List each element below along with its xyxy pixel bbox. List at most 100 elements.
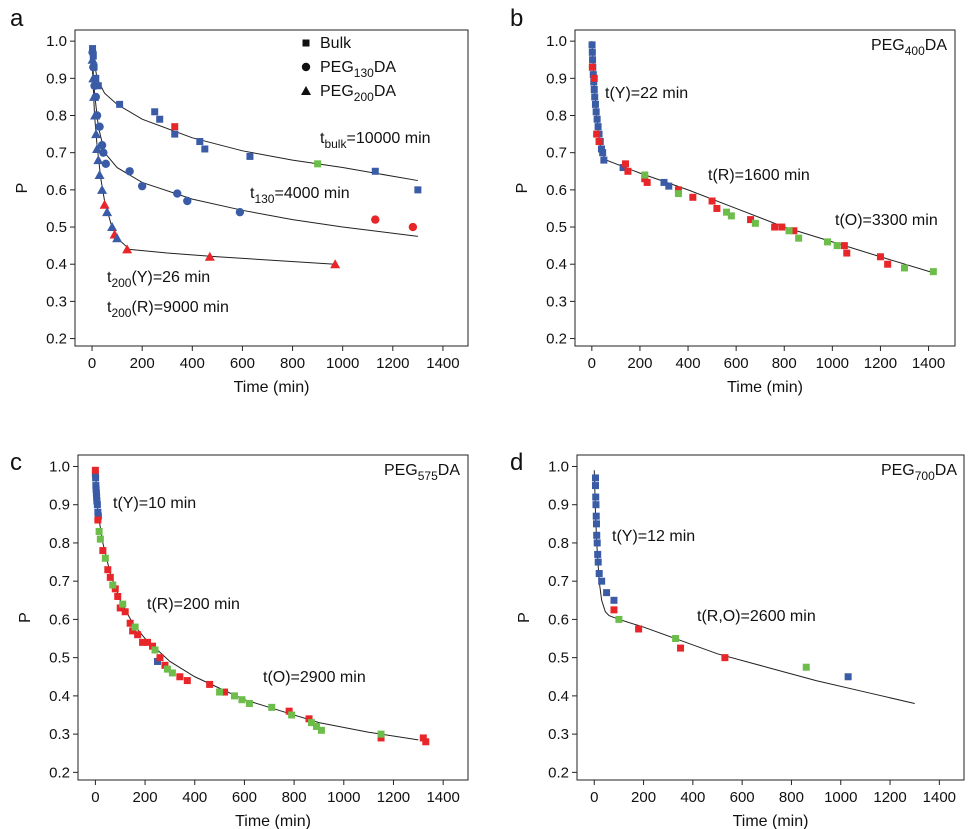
data-point bbox=[594, 550, 602, 558]
text-part: PEG bbox=[320, 83, 354, 100]
data-point bbox=[727, 212, 735, 220]
y-tick-label: 0.6 bbox=[546, 182, 567, 199]
y-tick-label: 0.7 bbox=[46, 145, 67, 162]
data-point bbox=[593, 115, 601, 123]
x-tick-label: 0 bbox=[588, 355, 596, 372]
text-part: t bbox=[107, 269, 112, 286]
annotation: t130=4000 min bbox=[250, 185, 350, 206]
y-axis-label: P bbox=[514, 183, 531, 194]
data-point bbox=[116, 100, 124, 108]
panel-label: c bbox=[10, 449, 22, 476]
y-tick-label: 0.2 bbox=[46, 331, 67, 348]
data-point bbox=[371, 167, 379, 175]
data-point bbox=[131, 623, 139, 631]
data-point bbox=[112, 233, 123, 243]
data-point bbox=[156, 115, 164, 123]
data-point bbox=[408, 222, 418, 232]
x-tick-label: 0 bbox=[91, 789, 99, 806]
data-point bbox=[88, 73, 99, 83]
legend-marker bbox=[301, 86, 311, 95]
annotation: t(Y)=10 min bbox=[113, 495, 196, 512]
text-part: t(R)=200 min bbox=[147, 596, 240, 613]
x-tick-label: 1400 bbox=[912, 355, 945, 372]
y-tick-label: 0.8 bbox=[46, 108, 67, 125]
data-point bbox=[876, 253, 884, 261]
data-point bbox=[238, 696, 246, 704]
text-part: t(Y)=10 min bbox=[113, 495, 196, 512]
x-axis-label: Time (min) bbox=[733, 813, 809, 829]
text-part: DA bbox=[374, 59, 397, 76]
y-tick-label: 0.8 bbox=[49, 535, 70, 552]
data-point bbox=[97, 141, 107, 150]
text-part: t bbox=[320, 130, 325, 147]
y-tick-label: 0.7 bbox=[548, 573, 569, 590]
x-tick-label: 1200 bbox=[873, 789, 906, 806]
x-tick-label: 1000 bbox=[816, 355, 849, 372]
data-point bbox=[134, 631, 142, 639]
data-point bbox=[592, 493, 600, 501]
data-point bbox=[590, 78, 598, 86]
data-point bbox=[204, 251, 215, 261]
data-point bbox=[101, 159, 111, 169]
data-point bbox=[674, 186, 682, 194]
data-point bbox=[97, 184, 108, 194]
x-tick-label: 1400 bbox=[426, 355, 459, 372]
data-point bbox=[592, 108, 600, 116]
y-tick-label: 0.8 bbox=[546, 108, 567, 125]
data-point bbox=[317, 726, 325, 734]
data-point bbox=[153, 657, 161, 665]
y-tick-label: 0.4 bbox=[546, 256, 567, 273]
y-tick-label: 1.0 bbox=[49, 458, 70, 475]
data-point bbox=[137, 181, 147, 191]
text-part: DA bbox=[935, 462, 958, 479]
data-point bbox=[595, 570, 603, 578]
fit-curve bbox=[591, 41, 936, 274]
data-point bbox=[121, 608, 129, 616]
y-axis-label: P bbox=[17, 612, 34, 623]
data-point bbox=[90, 81, 99, 90]
data-point bbox=[95, 527, 103, 535]
data-point bbox=[288, 711, 296, 719]
annotation: t(R)=200 min bbox=[147, 596, 240, 613]
data-point bbox=[221, 688, 229, 696]
data-point bbox=[101, 554, 109, 562]
text-part: Bulk bbox=[320, 35, 352, 52]
data-point bbox=[785, 227, 793, 235]
text-part: 130 bbox=[254, 192, 274, 206]
data-point bbox=[99, 199, 110, 209]
legend-entry: PEG130DA bbox=[320, 59, 396, 80]
data-point bbox=[95, 122, 104, 131]
plot-frame bbox=[574, 29, 956, 347]
data-point bbox=[201, 145, 209, 153]
plot-frame bbox=[77, 454, 469, 781]
data-point bbox=[929, 268, 937, 276]
data-point bbox=[104, 566, 112, 574]
y-tick-label: 0.5 bbox=[49, 650, 70, 667]
data-point bbox=[619, 164, 627, 172]
panel-title: PEG700DA bbox=[881, 462, 957, 483]
data-point bbox=[107, 222, 118, 232]
y-tick-label: 0.4 bbox=[548, 688, 569, 705]
data-point bbox=[844, 673, 852, 681]
x-tick-label: 800 bbox=[779, 789, 804, 806]
panel-label: d bbox=[510, 449, 523, 476]
y-tick-label: 0.2 bbox=[546, 331, 567, 348]
data-point bbox=[91, 470, 99, 478]
panel-title: PEG575DA bbox=[384, 462, 460, 483]
data-point bbox=[116, 604, 124, 612]
data-point bbox=[588, 63, 596, 71]
x-tick-label: 1200 bbox=[864, 355, 897, 372]
x-tick-label: 200 bbox=[631, 789, 656, 806]
data-point bbox=[589, 56, 597, 64]
text-part: t(O)=3300 min bbox=[835, 212, 938, 229]
text-part: PEG bbox=[384, 462, 418, 479]
data-point bbox=[196, 138, 204, 146]
y-tick-label: 0.7 bbox=[546, 145, 567, 162]
text-part: =10000 min bbox=[346, 130, 430, 147]
x-tick-label: 200 bbox=[133, 789, 158, 806]
data-point bbox=[599, 149, 607, 157]
data-point bbox=[615, 615, 623, 623]
data-point bbox=[665, 182, 673, 190]
text-part: 200 bbox=[111, 276, 131, 290]
